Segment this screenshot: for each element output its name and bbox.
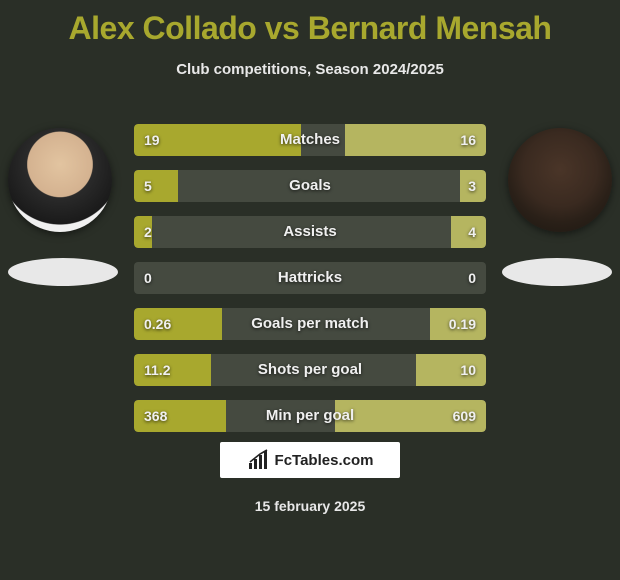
stat-value-left: 368 [144,400,167,432]
avatar-left [8,128,112,232]
stat-row: Assists2 4 [134,216,486,248]
avatar-left-shadow [8,258,118,286]
stat-value-right: 0.19 [449,308,476,340]
stats-container: Matches19 16 Goals5 3 Assists2 4 Hattricks0 0 Go… [134,124,486,446]
avatar-right-shadow [502,258,612,286]
stat-value-left: 5 [144,170,152,202]
avatar-right [508,128,612,232]
stat-label: Goals [134,170,486,202]
stat-value-left: 0 [144,262,152,294]
stat-value-left: 11.2 [144,354,170,386]
stat-label: Shots per goal [134,354,486,386]
stat-row: Shots per goal11.2 10 [134,354,486,386]
stat-label: Hattricks [134,262,486,294]
stat-value-right: 0 [468,262,476,294]
stat-value-left: 2 [144,216,152,248]
stat-row: Goals per match0.26 0.19 [134,308,486,340]
stat-value-right: 3 [468,170,476,202]
site-logo: FcTables.com [220,442,400,478]
stat-value-right: 16 [460,124,476,156]
avatar-right-image [508,128,612,232]
page-title: Alex Collado vs Bernard Mensah [0,0,620,47]
barchart-icon [247,449,269,471]
stat-row: Hattricks0 0 [134,262,486,294]
stat-value-left: 0.26 [144,308,171,340]
subtitle: Club competitions, Season 2024/2025 [0,61,620,78]
stat-value-right: 4 [468,216,476,248]
stat-row: Goals5 3 [134,170,486,202]
stat-row: Matches19 16 [134,124,486,156]
avatar-left-image [8,128,112,232]
stat-label: Goals per match [134,308,486,340]
stat-value-right: 10 [460,354,476,386]
stat-value-left: 19 [144,124,160,156]
stat-row: Min per goal368 609 [134,400,486,432]
logo-text: FcTables.com [275,452,374,469]
stat-label: Assists [134,216,486,248]
stat-value-right: 609 [453,400,476,432]
stat-label: Min per goal [134,400,486,432]
snapshot-date: 15 february 2025 [0,498,620,514]
stat-label: Matches [134,124,486,156]
